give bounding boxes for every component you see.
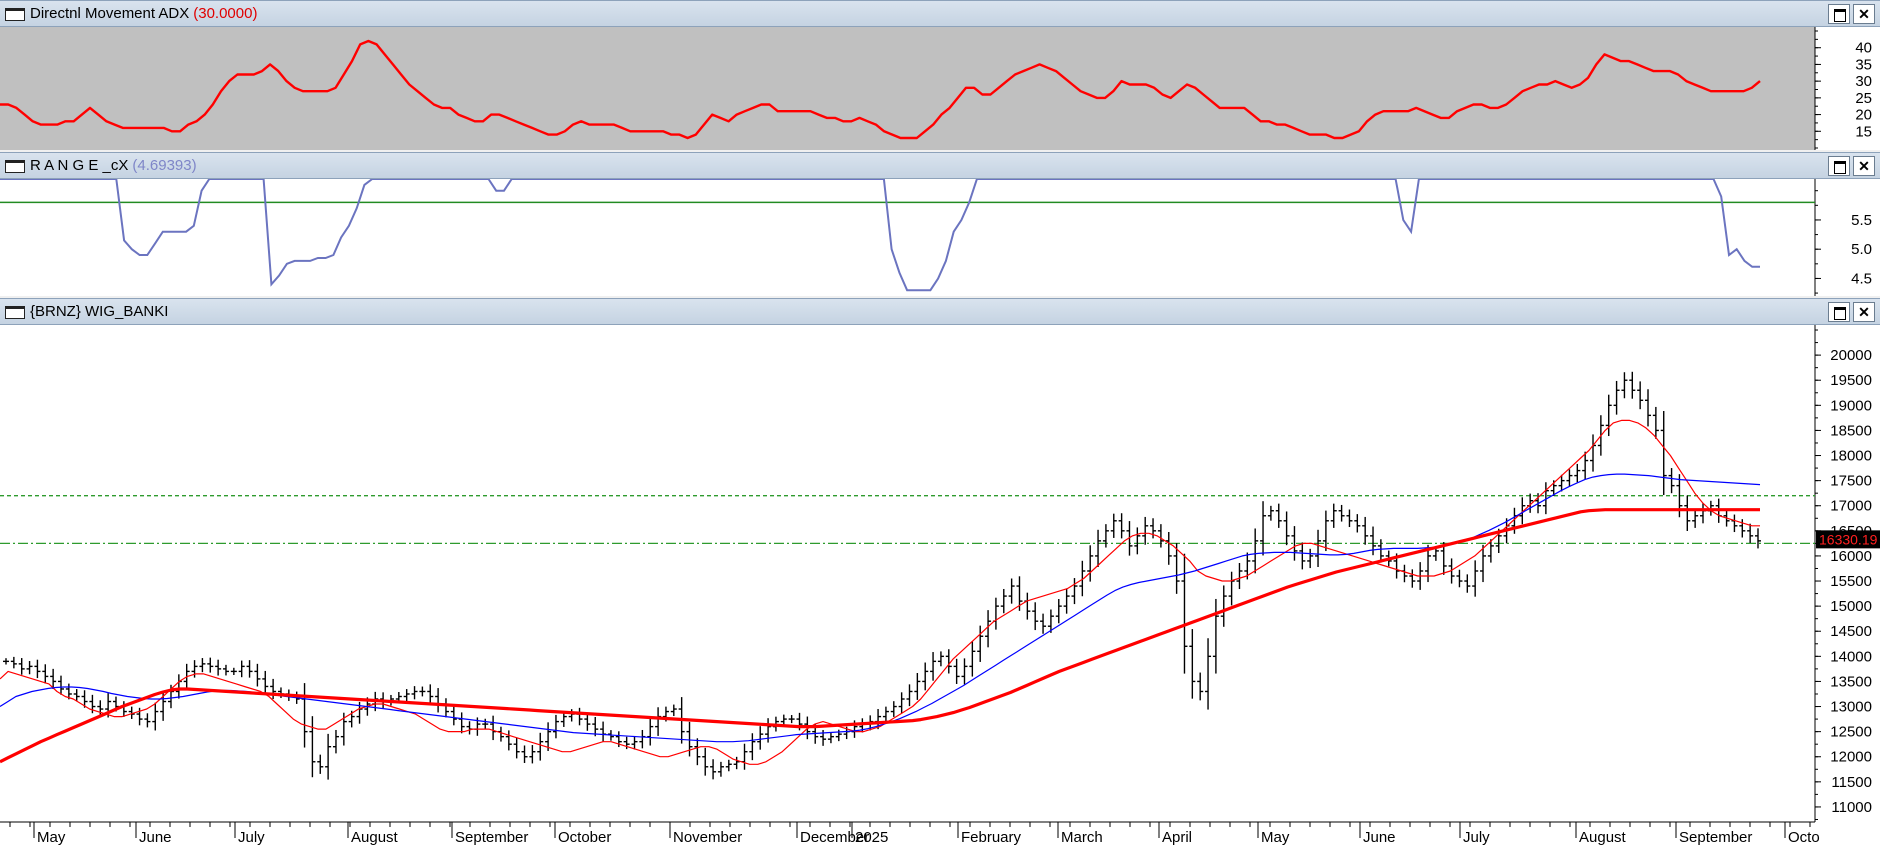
y-tick-label: 14500 — [1830, 623, 1872, 640]
x-tick-label: October — [558, 829, 611, 846]
y-tick-label: 35 — [1855, 56, 1872, 73]
short-moving-average — [0, 419, 1760, 765]
close-button[interactable]: ✕ — [1853, 4, 1875, 24]
y-tick-label: 12000 — [1830, 749, 1872, 766]
x-tick-label: August — [1579, 829, 1627, 846]
range-title-text: R A N G E _cX — [30, 157, 129, 174]
adx-value: (30.0000) — [193, 5, 258, 22]
x-tick-label: May — [1261, 829, 1290, 846]
maximize-button[interactable] — [1828, 302, 1850, 322]
adx-pane-title: Directnl Movement ADX (30.0000) — [30, 5, 257, 22]
y-tick-label: 25 — [1855, 90, 1872, 107]
x-tick-label: April — [1162, 829, 1192, 846]
y-tick-label: 11000 — [1831, 799, 1872, 816]
pane-window-icon — [5, 306, 25, 319]
y-tick-label: 17000 — [1830, 498, 1872, 515]
range-pane-titlebar[interactable]: R A N G E _cX (4.69393) ✕ — [0, 152, 1880, 179]
range-pane-title: R A N G E _cX (4.69393) — [30, 157, 197, 174]
x-tick-label: May — [37, 829, 66, 846]
y-tick-label: 15000 — [1830, 598, 1872, 615]
price-pane-titlebar[interactable]: {BRNZ} WIG_BANKI ✕ — [0, 298, 1880, 325]
y-tick-label: 5.5 — [1851, 212, 1872, 229]
y-tick-label: 19500 — [1830, 372, 1872, 389]
y-tick-label: 16000 — [1830, 548, 1872, 565]
price-chart: 11000 11500 12000 12500 13000 13500 14000 14500… — [0, 325, 1880, 854]
y-axis-background — [1815, 325, 1880, 854]
y-tick-label: 4.5 — [1851, 270, 1872, 287]
x-tick-label: February — [961, 829, 1022, 846]
x-tick-label: September — [455, 829, 528, 846]
y-tick-label: 20000 — [1830, 347, 1872, 364]
last-price-label: 16330.19 — [1819, 531, 1878, 547]
y-tick-label: 11500 — [1831, 774, 1872, 791]
price-pane[interactable]: 11000 11500 12000 12500 13000 13500 14000 14500… — [0, 325, 1880, 854]
y-tick-label: 13000 — [1830, 699, 1872, 716]
range-value: (4.69393) — [132, 157, 197, 174]
x-tick-label: November — [673, 829, 742, 846]
x-axis-background — [0, 822, 1880, 854]
y-tick-label: 5.0 — [1851, 241, 1872, 258]
x-tick-label: September — [1679, 829, 1752, 846]
pane-window-icon — [5, 8, 25, 21]
y-tick-label: 20 — [1855, 107, 1872, 124]
y-tick-label: 40 — [1855, 40, 1872, 57]
y-tick-label: 12500 — [1830, 724, 1872, 741]
y-tick-label: 18500 — [1830, 422, 1872, 439]
y-tick-label: 15500 — [1830, 573, 1872, 590]
close-button[interactable]: ✕ — [1853, 156, 1875, 176]
adx-pane[interactable]: 15 20 25 30 35 40 — [0, 27, 1880, 150]
maximize-button[interactable] — [1828, 156, 1850, 176]
x-tick-label: March — [1061, 829, 1103, 846]
x-tick-label: August — [351, 829, 399, 846]
y-tick-label: 18000 — [1830, 448, 1872, 465]
close-button[interactable]: ✕ — [1853, 302, 1875, 322]
y-tick-label: 30 — [1855, 73, 1872, 90]
mid-moving-average — [0, 473, 1761, 743]
pane-window-icon — [5, 160, 25, 173]
range-pane[interactable]: 4.5 5.0 5.5 — [0, 179, 1880, 296]
plot-background — [0, 27, 1815, 150]
x-tick-label: June — [139, 829, 172, 846]
last-price-marker — [1816, 530, 1880, 549]
adx-title-text: Directnl Movement ADX — [30, 5, 190, 22]
y-axis-background — [1815, 27, 1880, 150]
price-pane-title: {BRNZ} WIG_BANKI — [30, 303, 169, 320]
adx-line — [0, 39, 1761, 140]
x-tick-label: July — [238, 829, 265, 846]
y-tick-label: 19000 — [1830, 397, 1872, 414]
range-line — [0, 179, 1760, 292]
x-tick-label: 2025 — [855, 829, 888, 846]
y-tick-label: 13500 — [1830, 673, 1872, 690]
x-tick-label: Octo — [1788, 829, 1820, 846]
x-tick-label: June — [1363, 829, 1396, 846]
y-axis-background — [1815, 179, 1880, 296]
y-tick-label: 17500 — [1830, 473, 1872, 490]
x-tick-label: July — [1463, 829, 1490, 846]
range-chart: 4.5 5.0 5.5 — [0, 179, 1880, 296]
adx-pane-titlebar[interactable]: Directnl Movement ADX (30.0000) ✕ — [0, 0, 1880, 27]
long-moving-average — [0, 508, 1760, 764]
maximize-button[interactable] — [1828, 4, 1850, 24]
y-tick-label: 15 — [1855, 123, 1872, 140]
y-tick-label: 14000 — [1830, 648, 1872, 665]
